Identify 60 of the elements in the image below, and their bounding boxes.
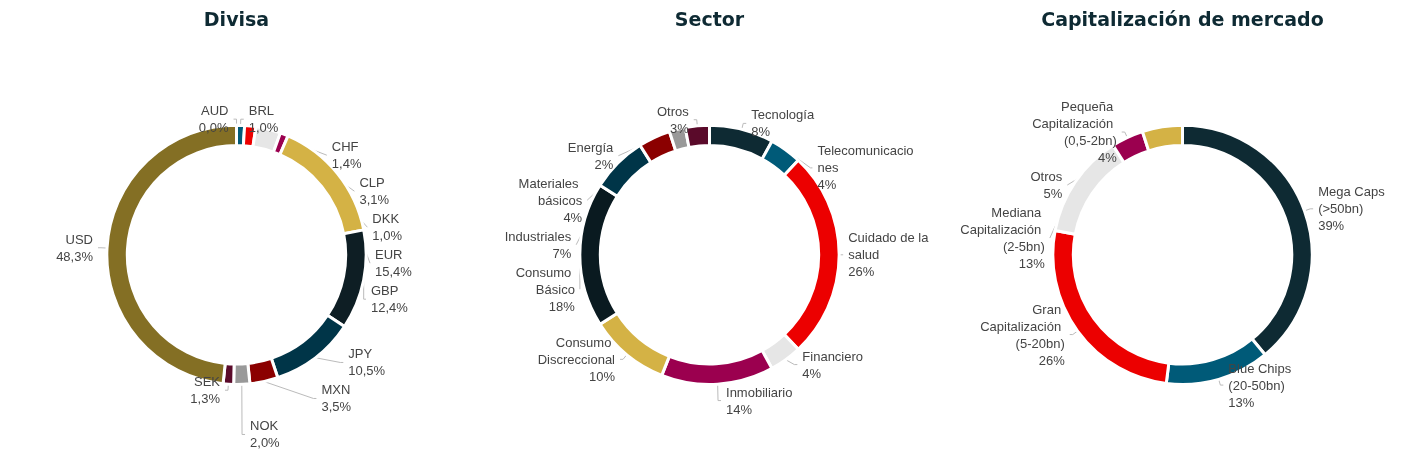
data-label: 2,0%: [250, 435, 281, 451]
slice-label: Consumo Discreccional: [537, 334, 616, 367]
data-label: 1,0%: [248, 120, 279, 136]
data-label: 12,4%: [370, 300, 409, 316]
data-label: 13%: [1018, 256, 1046, 272]
data-label: 1,3%: [190, 391, 221, 407]
data-label: 5%: [1043, 186, 1063, 202]
data-label: 14%: [726, 401, 753, 417]
slice-label: BRL: [248, 103, 275, 119]
slice-label: Industriales: [504, 228, 572, 244]
slice-label: Telecomunicaciones: [817, 143, 914, 176]
data-label: 3%: [669, 120, 690, 136]
slice-label: Blue Chips (20-50bn): [1228, 360, 1295, 393]
slice-label: SEK: [193, 374, 221, 390]
data-label: 10%: [588, 368, 616, 384]
slice-label: CLP: [359, 175, 385, 191]
slice-label: NOK: [250, 418, 279, 434]
slice-label: Cuidado de la salud: [848, 230, 933, 263]
chart-title: Sector: [674, 7, 745, 30]
data-label: 18%: [548, 298, 576, 314]
data-label: 2%: [594, 156, 614, 172]
slice-label: Mega Caps (>50bn): [1318, 184, 1389, 217]
slice-label: JPY: [348, 346, 373, 362]
slice-label: Tecnología: [751, 107, 815, 123]
slice-label: MXN: [321, 382, 351, 398]
data-label: 1,4%: [331, 156, 362, 172]
slice-label: GBP: [370, 283, 399, 299]
slice-label: Consumo Básico: [515, 264, 575, 297]
data-label: 4%: [1097, 150, 1118, 166]
slice-label: Energía: [567, 139, 615, 155]
data-label: 3,1%: [359, 192, 390, 208]
slice-label: Materiales básicos: [518, 175, 583, 208]
slice-label: USD: [65, 231, 94, 247]
slice-label: CHF: [331, 139, 359, 155]
data-label: 1,0%: [372, 228, 403, 244]
data-label: 26%: [1038, 352, 1066, 368]
chart-title: Divisa: [203, 7, 270, 30]
slice-label: Pequeña Capitalización (0,5-2bn): [1032, 99, 1117, 149]
data-label: 10,5%: [348, 363, 386, 379]
data-label: 26%: [848, 264, 875, 280]
data-label: 39%: [1318, 218, 1345, 234]
chart-title: Capitalización de mercado: [1041, 7, 1324, 30]
slice-label: Mediana Capitalización (2-5bn): [960, 205, 1045, 255]
data-label: 3,5%: [321, 399, 352, 415]
data-label: 7%: [552, 245, 572, 261]
slice-label: Otros: [1030, 169, 1063, 185]
data-label: 13%: [1228, 394, 1255, 410]
slice-label: Inmobiliario: [726, 384, 793, 400]
slice-label: DKK: [372, 211, 400, 227]
slice-label: Gran Capitalización (5-20bn): [980, 301, 1065, 351]
category-label: AUD: [201, 103, 229, 119]
data-label: 4%: [817, 177, 837, 193]
slice-label: Financiero: [802, 348, 864, 364]
data-label: 8%: [751, 124, 771, 140]
data-label: 15,4%: [375, 264, 413, 280]
data-label: 4%: [802, 365, 822, 381]
slice-label: Otros: [656, 103, 690, 119]
data-label: 4%: [563, 209, 583, 225]
slice-label: EUR: [375, 247, 403, 263]
data-label: 48,3%: [56, 248, 94, 264]
